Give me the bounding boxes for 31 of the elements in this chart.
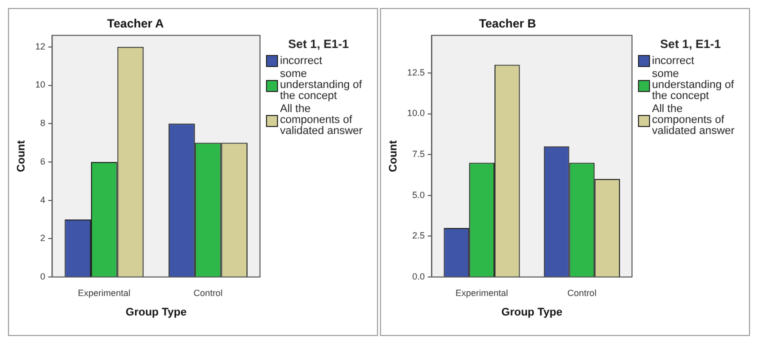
x-axis-title: Group Type: [126, 306, 187, 318]
y-axis-title: Count: [388, 140, 400, 172]
y-tick-label: 8: [40, 118, 46, 128]
y-tick-label: 2: [40, 233, 46, 244]
legend-label: All the components of validated answer: [280, 103, 364, 137]
y-tick-label: 7.5: [412, 149, 425, 160]
y-tick-label: 5.0: [412, 190, 425, 200]
y-tick-label: 12: [35, 41, 46, 52]
y-tick-label: 4: [40, 194, 46, 205]
chart-title: Teacher A: [107, 16, 164, 31]
x-tick-label: Experimental: [78, 288, 130, 298]
y-axis-title: Count: [16, 140, 28, 172]
y-tick-label: 0.0: [412, 271, 425, 282]
x-tick-label: Control: [194, 288, 223, 298]
legend-label: All the components of validated answer: [652, 103, 736, 137]
y-tick-label: 12.5: [407, 67, 425, 78]
y-tick-label: 10: [35, 80, 46, 90]
y-tick-label: 2.5: [412, 230, 425, 241]
chart-title: Teacher B: [478, 16, 536, 31]
legend-label: some understanding of the concept: [280, 68, 363, 102]
legend-label: incorrect: [280, 54, 322, 66]
legend-label: some understanding of the concept: [652, 68, 735, 102]
x-axis-title: Group Type: [501, 306, 562, 318]
legend-label: incorrect: [652, 54, 694, 66]
y-tick-label: 10.0: [407, 108, 425, 118]
x-tick-label: Experimental: [456, 288, 508, 298]
x-tick-label: Control: [567, 288, 596, 298]
y-tick-label: 6: [40, 156, 46, 166]
legend-title: Set 1, E1-1: [659, 37, 722, 51]
legend-title: Set 1, E1-1: [287, 37, 350, 51]
y-tick-label: 0: [40, 271, 46, 282]
